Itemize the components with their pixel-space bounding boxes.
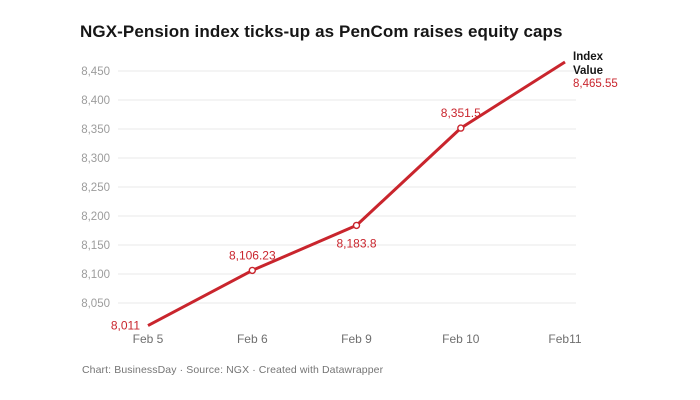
point-label: 8,351.5 xyxy=(441,106,481,120)
x-tick-label: Feb 5 xyxy=(133,332,164,346)
point-marker xyxy=(457,124,465,132)
y-tick-label: 8,300 xyxy=(81,153,110,165)
y-tick-label: 8,350 xyxy=(81,124,110,136)
x-tick-label: Feb 9 xyxy=(341,332,372,346)
point-marker xyxy=(248,266,257,275)
point-marker xyxy=(352,221,361,230)
point-label: 8,106.23 xyxy=(229,248,276,262)
series-name-line1: Index xyxy=(573,51,604,63)
index-line xyxy=(147,60,566,327)
series-legend: Index Value 8,465.55 xyxy=(573,51,618,92)
y-tick-label: 8,400 xyxy=(81,95,110,107)
point-label: 8,183.8 xyxy=(336,236,376,250)
series-name-line2: Value xyxy=(573,64,604,77)
y-tick-label: 8,150 xyxy=(81,240,110,252)
series-latest-value: 8,465.55 xyxy=(573,78,618,90)
x-tick-label: Feb11 xyxy=(548,332,581,346)
attribution-footer: Chart: BusinessDay · Source: NGX · Creat… xyxy=(82,364,384,376)
y-tick-label: 8,050 xyxy=(81,298,110,310)
y-tick-label: 8,100 xyxy=(81,269,110,281)
y-tick-label: 8,450 xyxy=(81,66,110,78)
point-label: 8,011 xyxy=(111,319,140,333)
x-tick-label: Feb 10 xyxy=(442,332,480,346)
y-tick-label: 8,250 xyxy=(81,182,110,194)
x-tick-label: Feb 6 xyxy=(237,332,268,346)
y-tick-label: 8,200 xyxy=(81,211,110,223)
chart-title: NGX-Pension index ticks-up as PenCom rai… xyxy=(80,22,563,41)
